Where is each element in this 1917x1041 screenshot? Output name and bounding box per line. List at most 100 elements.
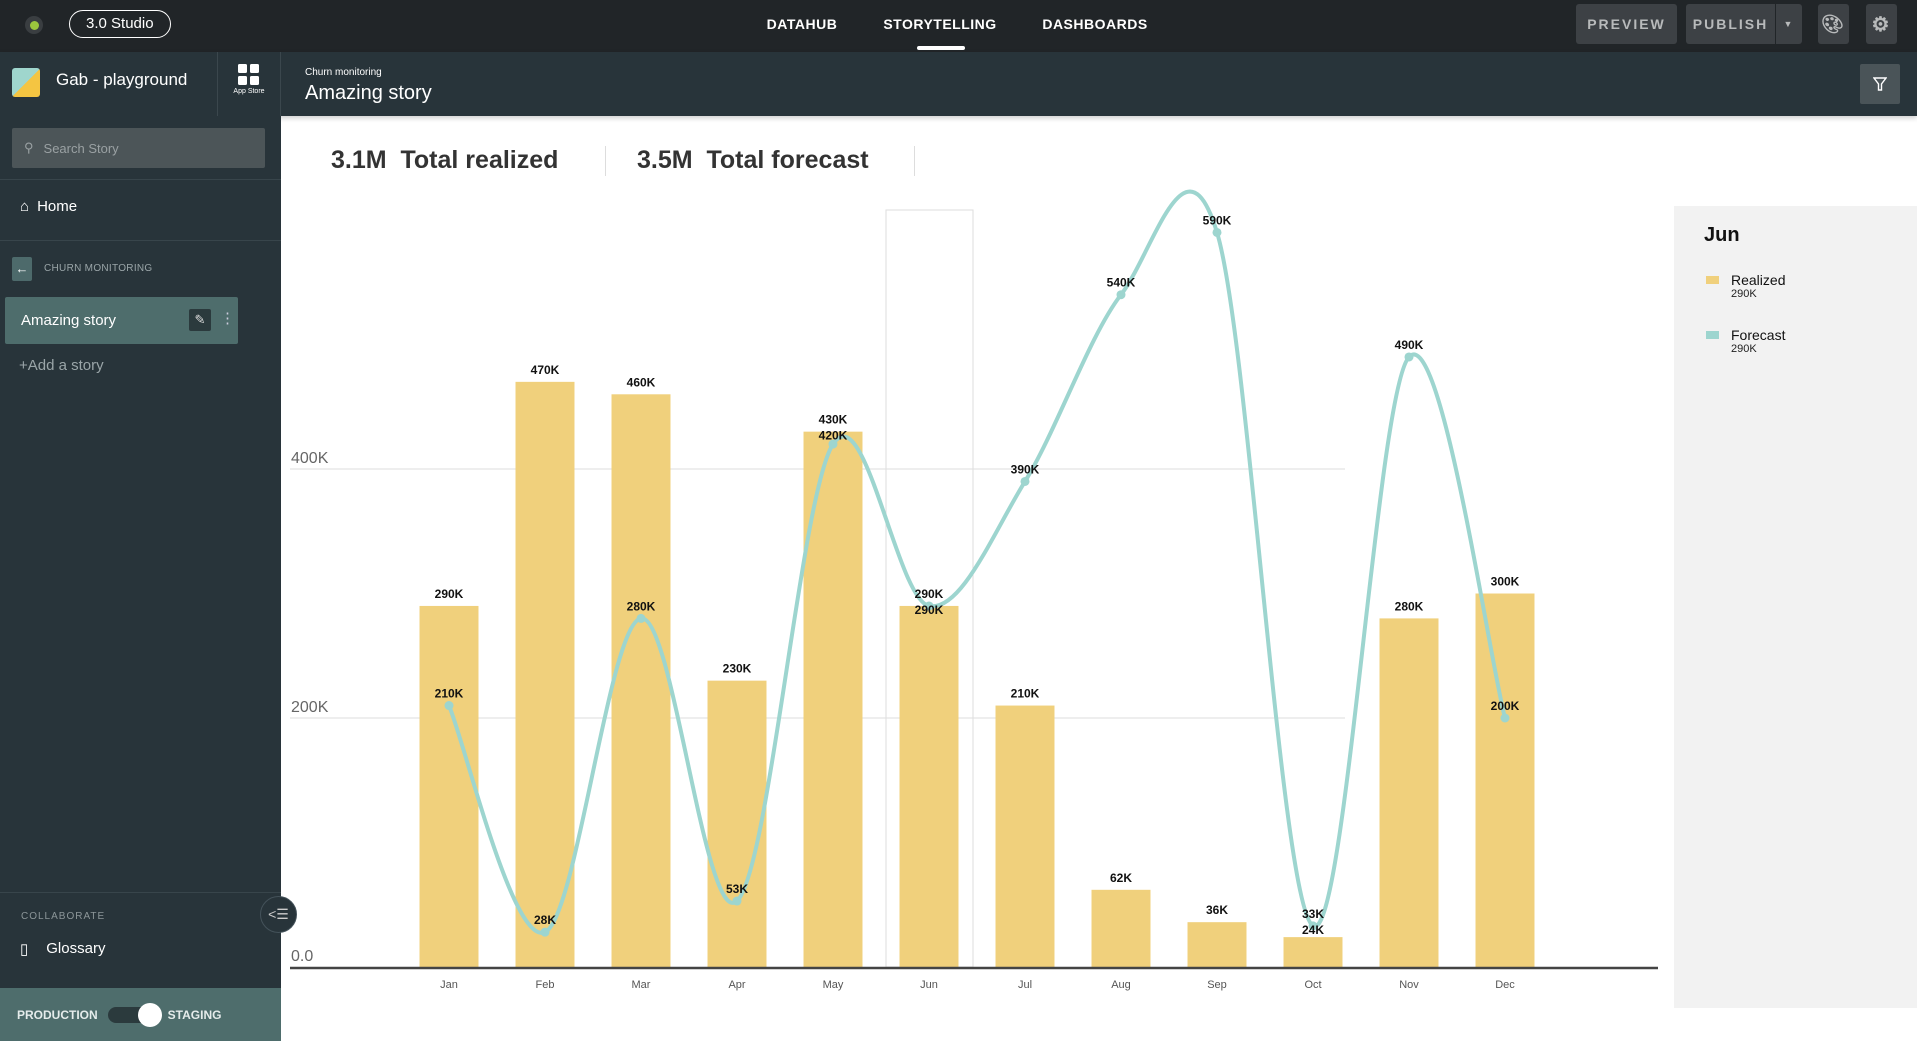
line-data-label: 590K [1203, 213, 1232, 227]
search-icon: ⚲ [24, 140, 34, 155]
back-arrow-icon[interactable]: ← [12, 257, 32, 281]
publish-dropdown-chevron-icon[interactable]: ▼ [1776, 4, 1802, 44]
grid-icon [238, 64, 259, 85]
bar-data-label: 24K [1302, 923, 1324, 937]
line-data-label: 390K [1011, 462, 1040, 476]
app-store-button[interactable]: App Store [217, 52, 281, 116]
studio-version-badge[interactable]: 3.0 Studio [69, 10, 171, 38]
page-title: Amazing story [305, 82, 432, 104]
bar-realized-oct [1283, 937, 1343, 967]
x-tick-label: Apr [728, 979, 745, 991]
line-data-label: 540K [1107, 276, 1136, 290]
legend-item-forecast: Forecast 290K [1706, 327, 1785, 355]
forecast-point-mar [636, 613, 646, 623]
legend-value: 290K [1731, 343, 1757, 355]
nav-storytelling[interactable]: STORYTELLING [883, 16, 997, 32]
line-data-label: 200K [1491, 699, 1520, 713]
x-tick-label: Aug [1111, 979, 1131, 991]
more-vertical-icon[interactable]: ⋮ [220, 310, 235, 327]
y-tick-label: 0.0 [291, 948, 313, 965]
story-label: Amazing story [21, 312, 117, 329]
gear-icon[interactable]: ⚙ [1866, 4, 1897, 44]
forecast-point-oct [1308, 921, 1318, 931]
story-header [0, 52, 1917, 116]
edit-pencil-icon[interactable]: ✎ [189, 309, 211, 331]
forecast-line [447, 189, 1507, 935]
bar-realized-may [803, 431, 863, 967]
bar-data-label: 36K [1206, 903, 1228, 917]
workspace-name[interactable]: Gab - playground [56, 70, 188, 89]
divider [0, 179, 281, 180]
kpi-total-realized: 3.1M Total realized [331, 146, 558, 175]
add-story-label: Add a story [27, 357, 104, 374]
preview-button[interactable]: PREVIEW [1576, 4, 1677, 44]
kpi-value: 3.1M [331, 146, 387, 174]
filter-button[interactable] [1860, 64, 1900, 104]
home-icon: ⌂ [20, 198, 30, 215]
forecast-point-sep [1212, 227, 1222, 237]
line-data-label: 28K [534, 913, 556, 927]
bar-realized-aug [1091, 889, 1151, 967]
section-label: CHURN MONITORING [44, 263, 153, 274]
kpi-divider [605, 146, 606, 176]
x-tick-label: Feb [536, 979, 555, 991]
forecast-point-may [828, 439, 838, 449]
environment-switch: PRODUCTION STAGING [0, 988, 281, 1041]
forecast-point-jan [444, 701, 454, 711]
chart-legend: Jun Realized 290K Forecast 290K [1674, 206, 1917, 1008]
x-tick-label: Jul [1018, 979, 1032, 991]
legend-swatch [1706, 276, 1719, 284]
environment-toggle[interactable] [107, 1002, 162, 1027]
palette-icon[interactable]: 🎨︎ [1818, 4, 1849, 44]
search-input[interactable]: ⚲ Search Story [12, 128, 265, 168]
forecast-point-apr [732, 896, 742, 906]
kpi-label: Total realized [400, 146, 559, 174]
line-data-label: 210K [435, 687, 464, 701]
legend-swatch [1706, 331, 1719, 339]
forecast-point-jun [924, 601, 934, 611]
production-label: PRODUCTION [17, 1007, 98, 1022]
collapse-sidebar-icon[interactable]: <☰ [260, 896, 297, 933]
forecast-point-nov [1404, 352, 1414, 362]
bar-data-label: 290K [435, 587, 464, 601]
line-data-label: 280K [627, 599, 656, 613]
bar-realized-feb [515, 381, 575, 968]
x-tick-label: Nov [1399, 979, 1419, 991]
add-story-button[interactable]: +Add a story [19, 357, 104, 374]
line-data-label: 53K [726, 882, 748, 896]
sidebar [0, 116, 281, 1041]
bar-realized-dec [1475, 593, 1535, 967]
bar-data-label: 470K [531, 363, 560, 377]
bar-data-label: 290K [915, 603, 944, 617]
bar-realized-jun [899, 605, 959, 967]
workspace-logo [12, 68, 40, 97]
nav-datahub[interactable]: DATAHUB [766, 16, 838, 32]
bar-data-label: 460K [627, 375, 656, 389]
sidebar-item-amazing-story[interactable]: Amazing story ✎ ⋮ [5, 297, 238, 344]
line-data-label: 490K [1395, 338, 1424, 352]
publish-button[interactable]: PUBLISH [1686, 4, 1775, 44]
bar-realized-jul [995, 705, 1055, 967]
sidebar-item-glossary[interactable]: ▯ Glossary [20, 940, 105, 958]
search-placeholder: Search Story [43, 140, 119, 156]
nav-dashboards[interactable]: DASHBOARDS [1042, 16, 1148, 32]
glossary-label: Glossary [46, 940, 106, 957]
legend-value: 290K [1731, 288, 1757, 300]
divider [0, 240, 281, 241]
glossary-book-icon: ▯ [20, 941, 29, 958]
line-data-label: 290K [915, 587, 944, 601]
home-label: Home [37, 198, 78, 215]
forecast-point-feb [540, 927, 550, 937]
sidebar-item-home[interactable]: ⌂ Home [20, 198, 77, 215]
bar-realized-sep [1187, 922, 1247, 967]
bar-realized-jan [419, 605, 479, 967]
x-tick-label: Oct [1304, 979, 1321, 991]
bar-data-label: 280K [1395, 599, 1424, 613]
active-nav-indicator [917, 46, 965, 50]
breadcrumb[interactable]: Churn monitoring [305, 67, 382, 78]
x-tick-label: Jan [440, 979, 458, 991]
bar-data-label: 230K [723, 662, 752, 676]
bar-data-label: 210K [1011, 687, 1040, 701]
y-tick-label: 400K [291, 450, 329, 467]
x-tick-label: Sep [1207, 979, 1227, 991]
